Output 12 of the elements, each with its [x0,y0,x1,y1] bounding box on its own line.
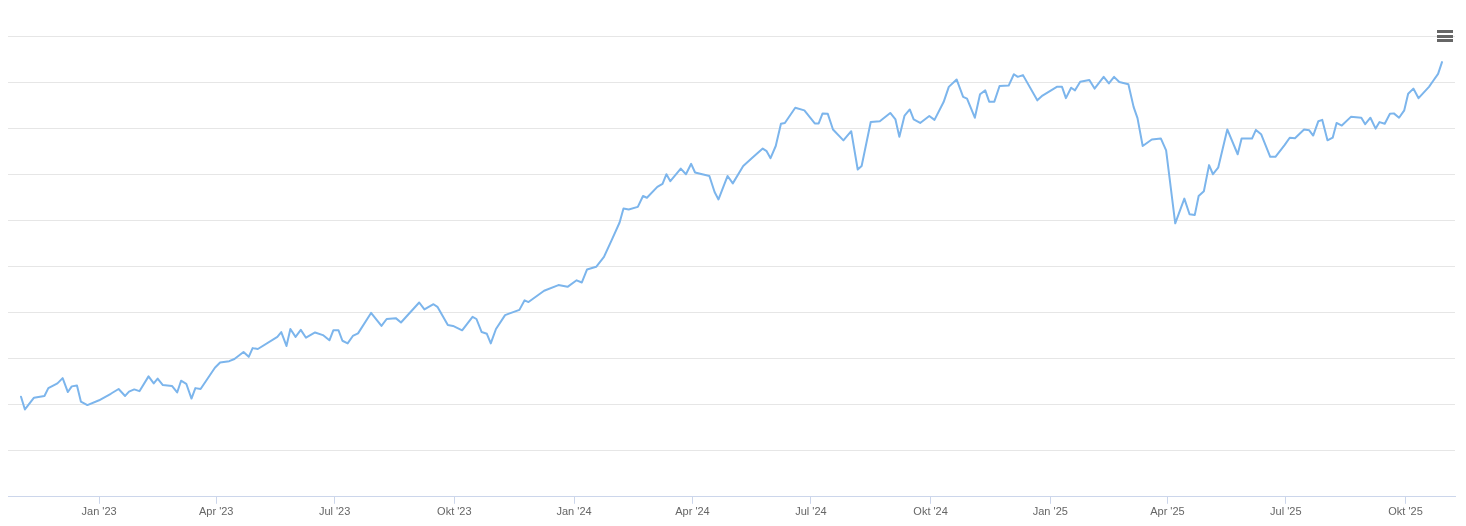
x-tick-label: Jan '23 [81,505,117,518]
x-tick-label: Apr '24 [675,505,710,518]
x-tick-label: Jul '24 [795,505,827,518]
x-tick-label: Jan '24 [556,505,592,518]
x-tick-label: Okt '23 [437,505,472,518]
x-tick-label: Jan '25 [1032,505,1068,518]
x-tick-label: Apr '25 [1150,505,1185,518]
x-tick-label: Okt '25 [1388,505,1423,518]
x-tick-label: Okt '24 [913,505,948,518]
x-tick-label: Apr '23 [198,505,234,518]
x-tick-label: Jul '23 [318,505,351,518]
x-tick-label: Jul '25 [1270,505,1302,518]
